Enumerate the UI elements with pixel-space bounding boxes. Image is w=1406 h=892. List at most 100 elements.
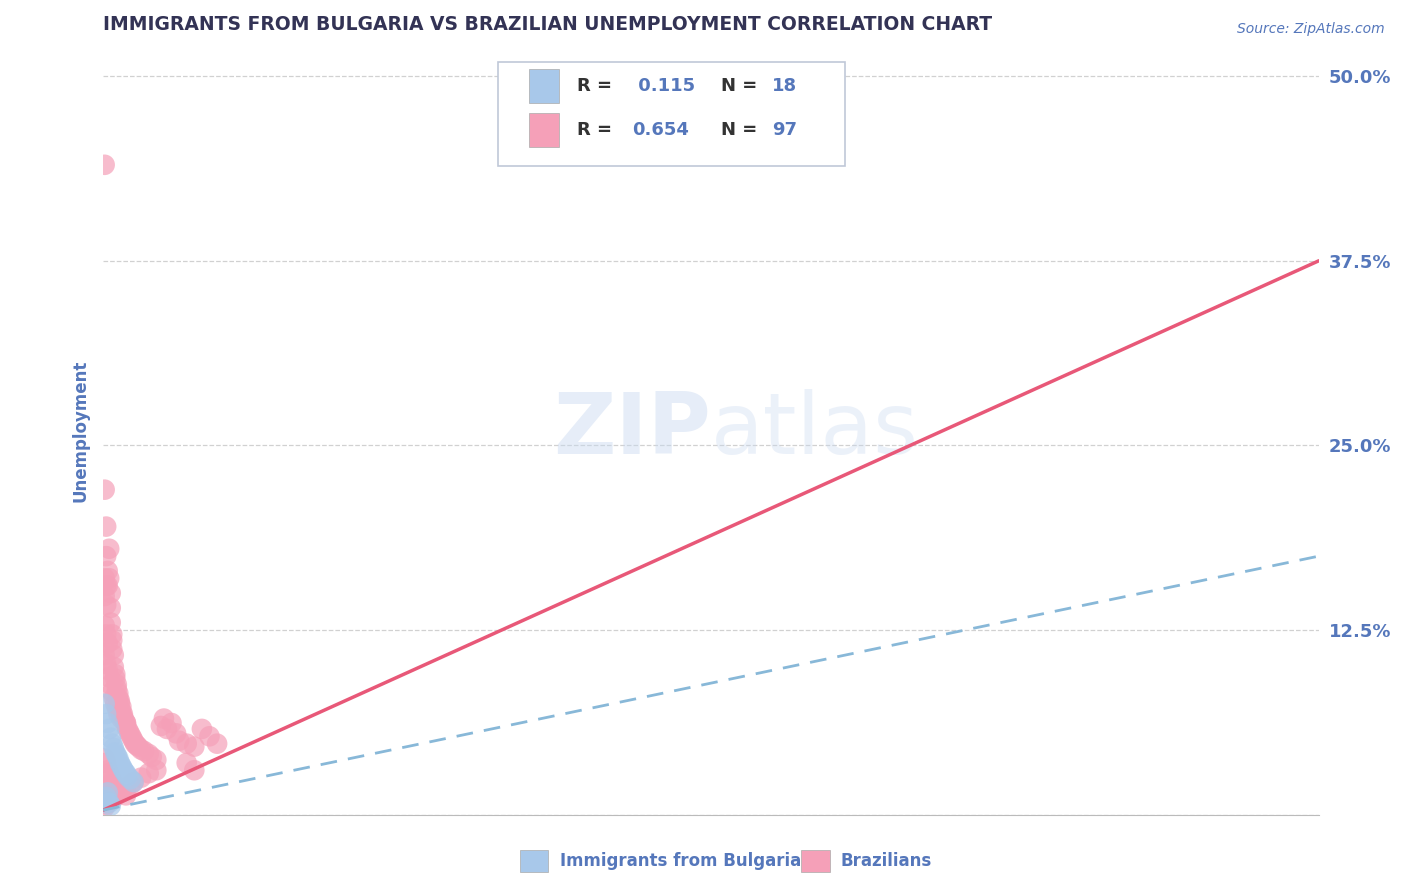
Point [98, 796, 121, 810]
Point [124, 737, 146, 751]
Point [127, 739, 149, 754]
Point [153, 712, 176, 726]
Point [115, 719, 138, 733]
Text: R =: R = [578, 121, 619, 139]
Point [100, 677, 122, 691]
Point [145, 764, 167, 778]
Point [115, 766, 138, 780]
Point [122, 775, 145, 789]
Point [97, 716, 120, 731]
Point [129, 742, 152, 756]
Point [97, 764, 120, 778]
Point [110, 712, 132, 726]
Point [93, 589, 115, 603]
Point [183, 764, 205, 778]
Point [97, 564, 120, 578]
Text: N =: N = [721, 121, 763, 139]
Point [111, 710, 134, 724]
Point [93, 648, 115, 662]
Point [156, 722, 179, 736]
Point [149, 719, 172, 733]
Point [125, 738, 148, 752]
Point [105, 748, 128, 763]
Point [107, 686, 129, 700]
Point [96, 549, 118, 563]
Point [115, 716, 138, 731]
Point [93, 158, 115, 172]
Point [167, 733, 190, 747]
Text: atlas: atlas [711, 389, 920, 472]
Point [105, 701, 128, 715]
Point [110, 785, 132, 799]
Point [191, 722, 214, 736]
Point [93, 618, 115, 632]
Point [110, 699, 132, 714]
Point [115, 789, 138, 803]
Point [97, 663, 120, 677]
Point [121, 731, 143, 745]
Point [176, 737, 198, 751]
Point [96, 627, 118, 641]
Point [117, 722, 139, 736]
Point [107, 780, 129, 795]
Point [96, 519, 118, 533]
Point [96, 797, 118, 812]
Point [198, 729, 221, 743]
Point [101, 627, 124, 641]
Point [112, 713, 135, 727]
Point [100, 600, 122, 615]
FancyBboxPatch shape [529, 113, 560, 147]
Point [98, 571, 121, 585]
Point [96, 707, 118, 722]
Point [107, 780, 129, 795]
Point [93, 571, 115, 585]
Y-axis label: Unemployment: Unemployment [72, 359, 89, 502]
Point [103, 648, 125, 662]
Point [96, 789, 118, 804]
Point [98, 541, 121, 556]
Point [107, 690, 129, 705]
Point [108, 697, 131, 711]
Point [111, 707, 134, 722]
Point [100, 731, 122, 745]
Text: N =: N = [721, 77, 763, 95]
Point [104, 697, 127, 711]
Text: Immigrants from Bulgaria: Immigrants from Bulgaria [560, 852, 801, 871]
Point [93, 483, 115, 497]
Point [101, 737, 124, 751]
Point [97, 796, 120, 810]
Text: 18: 18 [772, 77, 797, 95]
Point [120, 778, 142, 792]
FancyBboxPatch shape [498, 62, 845, 166]
Point [97, 785, 120, 799]
Text: Source: ZipAtlas.com: Source: ZipAtlas.com [1237, 22, 1385, 37]
Point [107, 707, 129, 722]
Point [101, 633, 124, 648]
Point [141, 750, 163, 764]
Text: Brazilians: Brazilians [841, 852, 932, 871]
Point [104, 746, 127, 760]
Point [97, 579, 120, 593]
Point [205, 737, 228, 751]
Point [97, 785, 120, 799]
Point [110, 759, 132, 773]
Point [101, 642, 124, 657]
Text: IMMIGRANTS FROM BULGARIA VS BRAZILIAN UNEMPLOYMENT CORRELATION CHART: IMMIGRANTS FROM BULGARIA VS BRAZILIAN UN… [103, 15, 993, 34]
Text: R =: R = [578, 77, 619, 95]
Point [138, 766, 160, 780]
Point [104, 667, 127, 681]
Point [104, 789, 127, 804]
Point [108, 756, 131, 770]
Point [120, 728, 142, 742]
Point [138, 747, 160, 761]
Point [117, 769, 139, 783]
Point [100, 771, 122, 785]
Point [176, 756, 198, 770]
Point [115, 716, 138, 731]
Point [103, 660, 125, 674]
Point [100, 789, 122, 804]
Point [111, 762, 134, 776]
Point [110, 785, 132, 799]
Point [115, 780, 138, 795]
Point [98, 766, 121, 780]
